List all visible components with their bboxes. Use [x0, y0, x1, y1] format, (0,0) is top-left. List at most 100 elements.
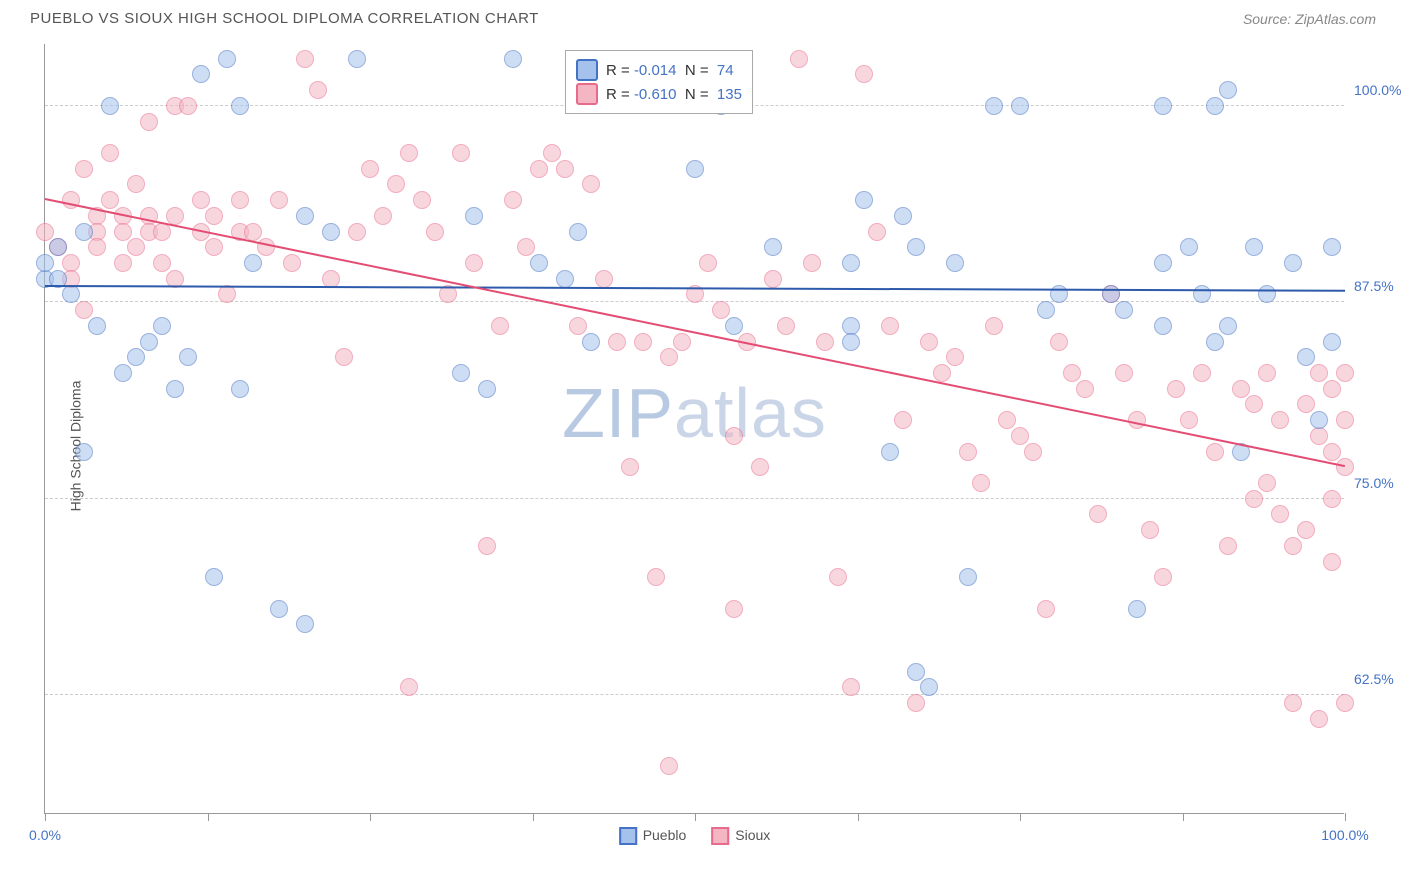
legend-row: R = -0.610 N = 135 [576, 83, 742, 105]
data-point [504, 50, 522, 68]
data-point [842, 254, 860, 272]
source-label: Source: ZipAtlas.com [1243, 11, 1376, 27]
data-point [361, 160, 379, 178]
data-point [296, 615, 314, 633]
data-point [1011, 427, 1029, 445]
data-point [1336, 458, 1354, 476]
x-tick [695, 813, 696, 821]
data-point [192, 191, 210, 209]
data-point [686, 160, 704, 178]
data-point [725, 317, 743, 335]
data-point [1258, 474, 1276, 492]
data-point [660, 348, 678, 366]
y-tick-label: 62.5% [1354, 671, 1406, 687]
x-tick [370, 813, 371, 821]
data-point [1310, 364, 1328, 382]
data-point [946, 254, 964, 272]
data-point [1336, 694, 1354, 712]
data-point [114, 364, 132, 382]
data-point [1310, 411, 1328, 429]
data-point [933, 364, 951, 382]
data-point [894, 207, 912, 225]
data-point [153, 317, 171, 335]
data-point [1258, 285, 1276, 303]
data-point [829, 568, 847, 586]
data-point [1336, 411, 1354, 429]
data-point [881, 317, 899, 335]
data-point [582, 175, 600, 193]
legend-item: Sioux [711, 827, 770, 845]
data-point [1037, 600, 1055, 618]
gridline [45, 498, 1344, 499]
data-point [1271, 411, 1289, 429]
data-point [1193, 285, 1211, 303]
x-tick [858, 813, 859, 821]
data-point [36, 254, 54, 272]
data-point [985, 97, 1003, 115]
data-point [1323, 553, 1341, 571]
data-point [49, 238, 67, 256]
data-point [1089, 505, 1107, 523]
data-point [517, 238, 535, 256]
data-point [1154, 317, 1172, 335]
data-point [1128, 600, 1146, 618]
data-point [1323, 238, 1341, 256]
data-point [920, 333, 938, 351]
data-point [1310, 427, 1328, 445]
data-point [309, 81, 327, 99]
data-point [101, 97, 119, 115]
data-point [803, 254, 821, 272]
data-point [205, 568, 223, 586]
data-point [62, 285, 80, 303]
data-point [855, 191, 873, 209]
data-point [1024, 443, 1042, 461]
data-point [725, 600, 743, 618]
data-point [1193, 364, 1211, 382]
data-point [1310, 710, 1328, 728]
data-point [348, 50, 366, 68]
data-point [348, 223, 366, 241]
data-point [374, 207, 392, 225]
data-point [452, 144, 470, 162]
data-point [1271, 505, 1289, 523]
gridline [45, 694, 1344, 695]
data-point [1115, 364, 1133, 382]
y-tick-label: 100.0% [1354, 82, 1406, 98]
data-point [478, 380, 496, 398]
data-point [36, 223, 54, 241]
data-point [491, 317, 509, 335]
data-point [569, 317, 587, 335]
data-point [504, 191, 522, 209]
data-point [127, 175, 145, 193]
data-point [894, 411, 912, 429]
data-point [985, 317, 1003, 335]
data-point [296, 207, 314, 225]
data-point [75, 223, 93, 241]
x-tick [533, 813, 534, 821]
data-point [907, 663, 925, 681]
data-point [75, 160, 93, 178]
y-tick-label: 75.0% [1354, 475, 1406, 491]
data-point [1245, 238, 1263, 256]
data-point [1297, 521, 1315, 539]
data-point [244, 254, 262, 272]
data-point [1206, 443, 1224, 461]
data-point [1011, 97, 1029, 115]
data-point [842, 333, 860, 351]
data-point [764, 270, 782, 288]
data-point [231, 191, 249, 209]
x-tick [1020, 813, 1021, 821]
legend-text: R = -0.014 N = 74 [606, 62, 734, 79]
data-point [1154, 254, 1172, 272]
data-point [1245, 490, 1263, 508]
data-point [400, 144, 418, 162]
data-point [322, 223, 340, 241]
data-point [231, 97, 249, 115]
data-point [868, 223, 886, 241]
data-point [257, 238, 275, 256]
data-point [855, 65, 873, 83]
data-point [387, 175, 405, 193]
data-point [582, 333, 600, 351]
data-point [608, 333, 626, 351]
legend-item: Pueblo [619, 827, 687, 845]
